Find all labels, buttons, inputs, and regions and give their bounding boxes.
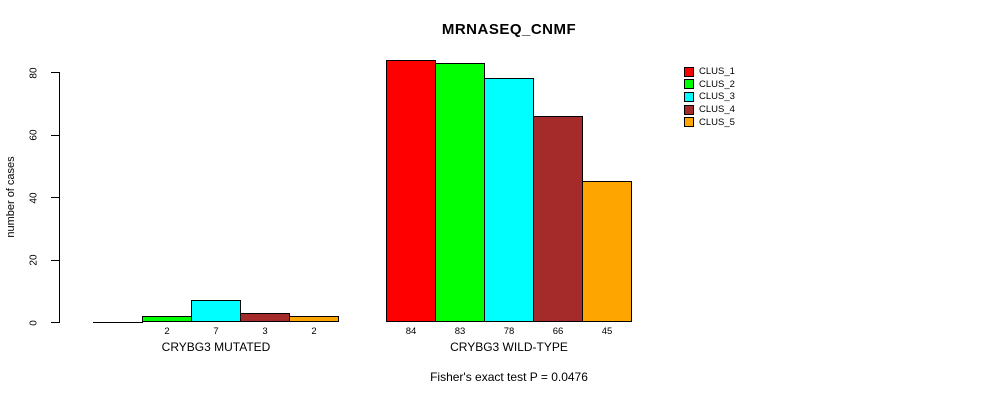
y-tick-label: 20 [28, 254, 40, 266]
y-axis-tick [51, 197, 59, 198]
bar-value-label: 3 [262, 326, 268, 337]
bar-value-label: 2 [311, 326, 317, 337]
legend-swatch-clus_5 [684, 117, 694, 128]
legend-swatch-clus_1 [684, 66, 694, 77]
bar-value-label: 7 [213, 326, 219, 337]
legend-item: CLUS_1 [684, 66, 735, 77]
bar-value-label: 84 [405, 326, 417, 337]
bar-clus_1-zero [93, 322, 143, 323]
bar-value-label: 66 [552, 326, 564, 337]
y-axis-label: number of cases [5, 156, 17, 238]
y-tick-label: 0 [28, 319, 40, 326]
y-axis-line [59, 72, 60, 323]
bar-clus_1 [386, 59, 436, 322]
bar-clus_4 [533, 115, 583, 322]
y-tick-label: 80 [28, 66, 40, 79]
legend-label: CLUS_2 [699, 78, 735, 90]
legend-swatch-clus_3 [684, 91, 694, 102]
y-tick-label: 60 [28, 129, 40, 141]
legend-label: CLUS_5 [699, 116, 735, 128]
y-axis-tick [51, 259, 59, 261]
bar-value-label: 78 [503, 326, 515, 337]
legend-label: CLUS_4 [699, 104, 735, 116]
legend-label: CLUS_1 [699, 66, 735, 77]
fishers-test-annotation: Fisher's exact test P = 0.0476 [430, 370, 588, 384]
bar-value-label: 83 [454, 326, 466, 337]
legend-label: CLUS_3 [699, 91, 735, 103]
bar-clus_2 [142, 315, 192, 322]
legend-item: CLUS_5 [684, 117, 735, 128]
group-label: CRYBG3 WILD-TYPE [450, 340, 568, 354]
chart-title: MRNASEQ_CNMF [441, 21, 577, 38]
y-tick-label: 40 [28, 191, 40, 204]
bar-clus_5 [289, 315, 339, 322]
bar-clus_2 [435, 62, 485, 322]
y-axis-tick [51, 134, 59, 136]
bar-clus_3 [191, 300, 241, 322]
legend-swatch-clus_2 [684, 79, 694, 90]
bar-clus_3 [484, 78, 534, 322]
legend-item: CLUS_2 [684, 79, 735, 90]
legend-swatch-clus_4 [684, 104, 694, 115]
bar-value-label: 45 [601, 326, 613, 337]
bar-clus_4 [240, 312, 290, 322]
legend-item: CLUS_3 [684, 91, 735, 102]
bar-clus_5 [582, 181, 632, 322]
bar-value-label: 2 [164, 326, 170, 337]
y-axis-tick [51, 322, 59, 323]
y-axis-tick [51, 72, 59, 73]
legend-item: CLUS_4 [684, 104, 735, 115]
group-label: CRYBG3 MUTATED [161, 340, 271, 354]
